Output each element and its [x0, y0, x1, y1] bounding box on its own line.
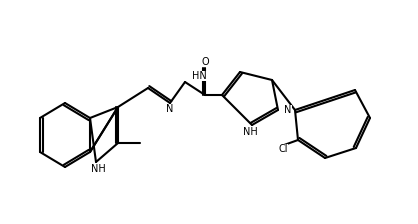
Text: N: N [166, 104, 174, 114]
Text: Cl: Cl [278, 144, 288, 154]
Text: N: N [284, 105, 291, 115]
Text: O: O [201, 57, 209, 67]
Text: NH: NH [242, 127, 257, 137]
Text: HN: HN [192, 71, 207, 81]
Text: NH: NH [91, 164, 105, 174]
